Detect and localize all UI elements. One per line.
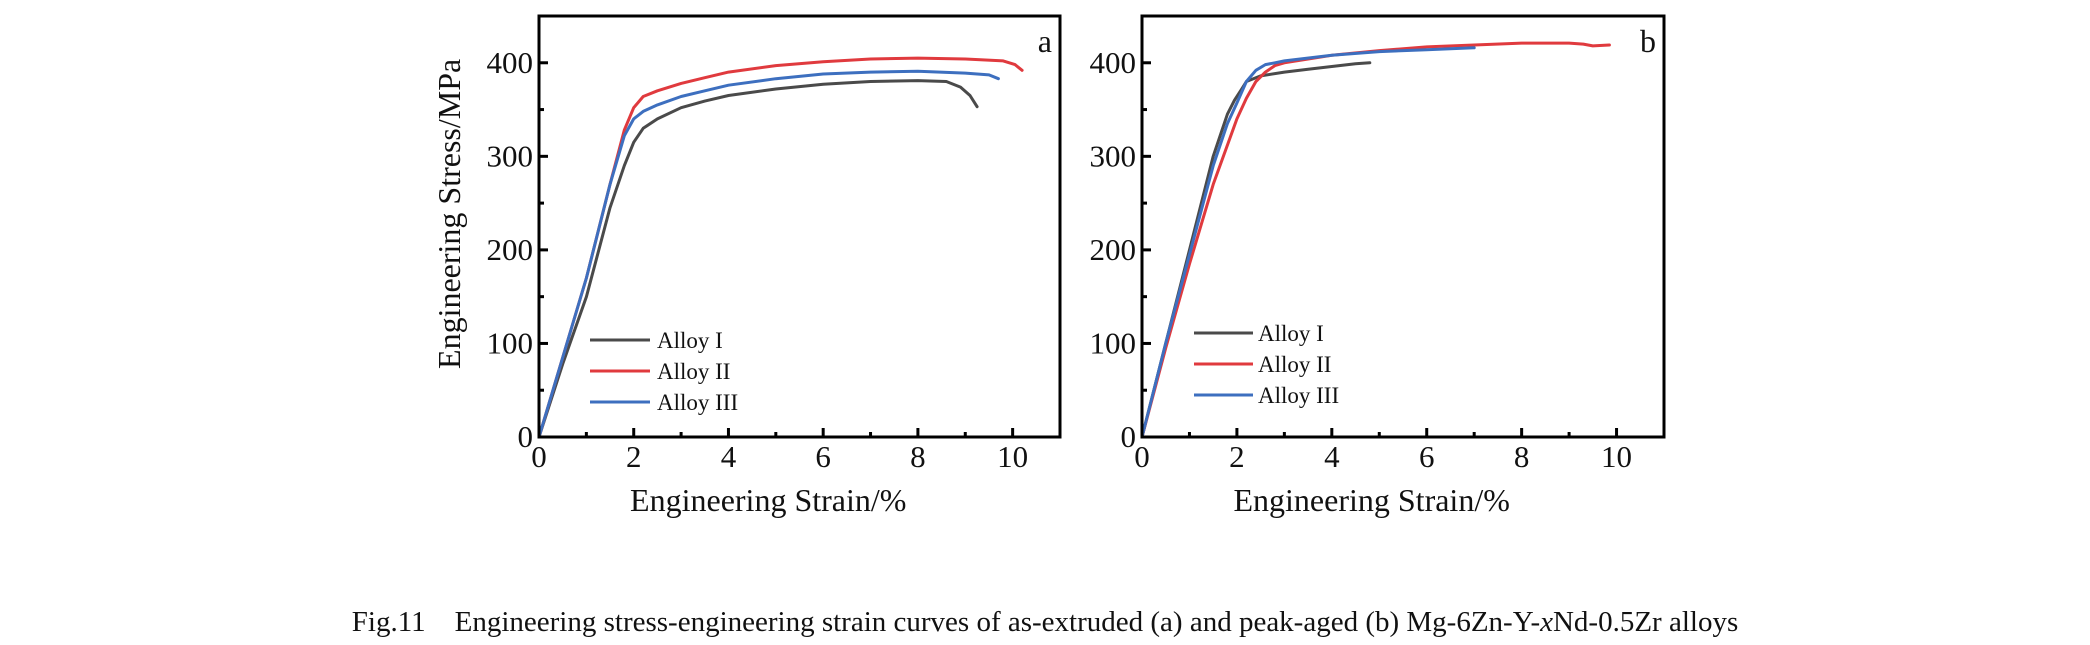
figure-caption: Fig.11 Engineering stress-engineering st… bbox=[0, 606, 2090, 639]
x-tick-label: 8 bbox=[1514, 439, 1530, 474]
caption-italic-variable: x bbox=[1540, 606, 1553, 638]
y-tick-label: 200 bbox=[1090, 232, 1137, 267]
series-layer-a bbox=[537, 56, 1024, 439]
plot-frame-a bbox=[537, 14, 1062, 439]
caption-text: Engineering stress-engineering strain cu… bbox=[454, 606, 1541, 638]
series-layer-b bbox=[1140, 41, 1611, 439]
x-tick-label: 6 bbox=[1419, 439, 1435, 474]
y-tick-label: 200 bbox=[487, 232, 534, 267]
y-tick-label: 0 bbox=[1121, 419, 1137, 454]
y-tick-label: 400 bbox=[1090, 45, 1137, 80]
plot-frame-b bbox=[1140, 14, 1666, 439]
legend-label: Alloy II bbox=[657, 359, 730, 384]
x-tick-label: 2 bbox=[1229, 439, 1245, 474]
x-axis-title-b: Engineering Strain/% bbox=[1233, 482, 1509, 518]
y-tick-label: 300 bbox=[1090, 138, 1137, 173]
legend-label: Alloy II bbox=[1258, 352, 1331, 377]
x-tick-label: 8 bbox=[910, 439, 926, 474]
y-tick-label: 100 bbox=[487, 325, 534, 360]
y-tick-label: 100 bbox=[1090, 325, 1137, 360]
ticks-layer-b bbox=[1140, 61, 1619, 439]
series-line-alloy-iii bbox=[1140, 46, 1476, 439]
x-tick-label: 4 bbox=[1324, 439, 1340, 474]
legend-label: Alloy I bbox=[1258, 321, 1324, 346]
x-tick-label: 2 bbox=[626, 439, 642, 474]
caption-fig-number: Fig.11 bbox=[351, 606, 426, 638]
series-line-alloy-iii bbox=[537, 69, 1000, 439]
legend-a: Alloy I Alloy II Alloy III bbox=[590, 328, 738, 415]
series-line-alloy-ii bbox=[537, 56, 1024, 439]
legend-label: Alloy III bbox=[657, 390, 738, 415]
x-tick-label: 10 bbox=[1601, 439, 1632, 474]
series-line-alloy-i bbox=[1140, 61, 1372, 439]
x-tick-label: 0 bbox=[1134, 439, 1150, 474]
y-axis-title-a: Engineering Stress/MPa bbox=[431, 59, 467, 369]
panel-label-a: a bbox=[1038, 23, 1052, 59]
legend-b: Alloy I Alloy II Alloy III bbox=[1194, 321, 1339, 408]
caption-text-end: Nd-0.5Zr alloys bbox=[1552, 606, 1739, 638]
y-tick-label: 0 bbox=[518, 419, 534, 454]
x-axis-title-a: Engineering Strain/% bbox=[630, 482, 906, 518]
caption-spacer bbox=[426, 606, 455, 638]
x-tick-label: 4 bbox=[721, 439, 737, 474]
ticks-layer-a bbox=[537, 61, 1015, 439]
y-tick-label: 300 bbox=[487, 138, 534, 173]
y-tick-label: 400 bbox=[487, 45, 534, 80]
x-tick-label: 0 bbox=[531, 439, 547, 474]
series-line-alloy-ii bbox=[1140, 41, 1611, 439]
series-line-alloy-i bbox=[537, 79, 979, 439]
x-tick-label: 6 bbox=[815, 439, 831, 474]
panel-label-b: b bbox=[1640, 23, 1656, 59]
legend-label: Alloy I bbox=[657, 328, 723, 353]
legend-label: Alloy III bbox=[1258, 383, 1339, 408]
x-tick-label: 10 bbox=[997, 439, 1028, 474]
